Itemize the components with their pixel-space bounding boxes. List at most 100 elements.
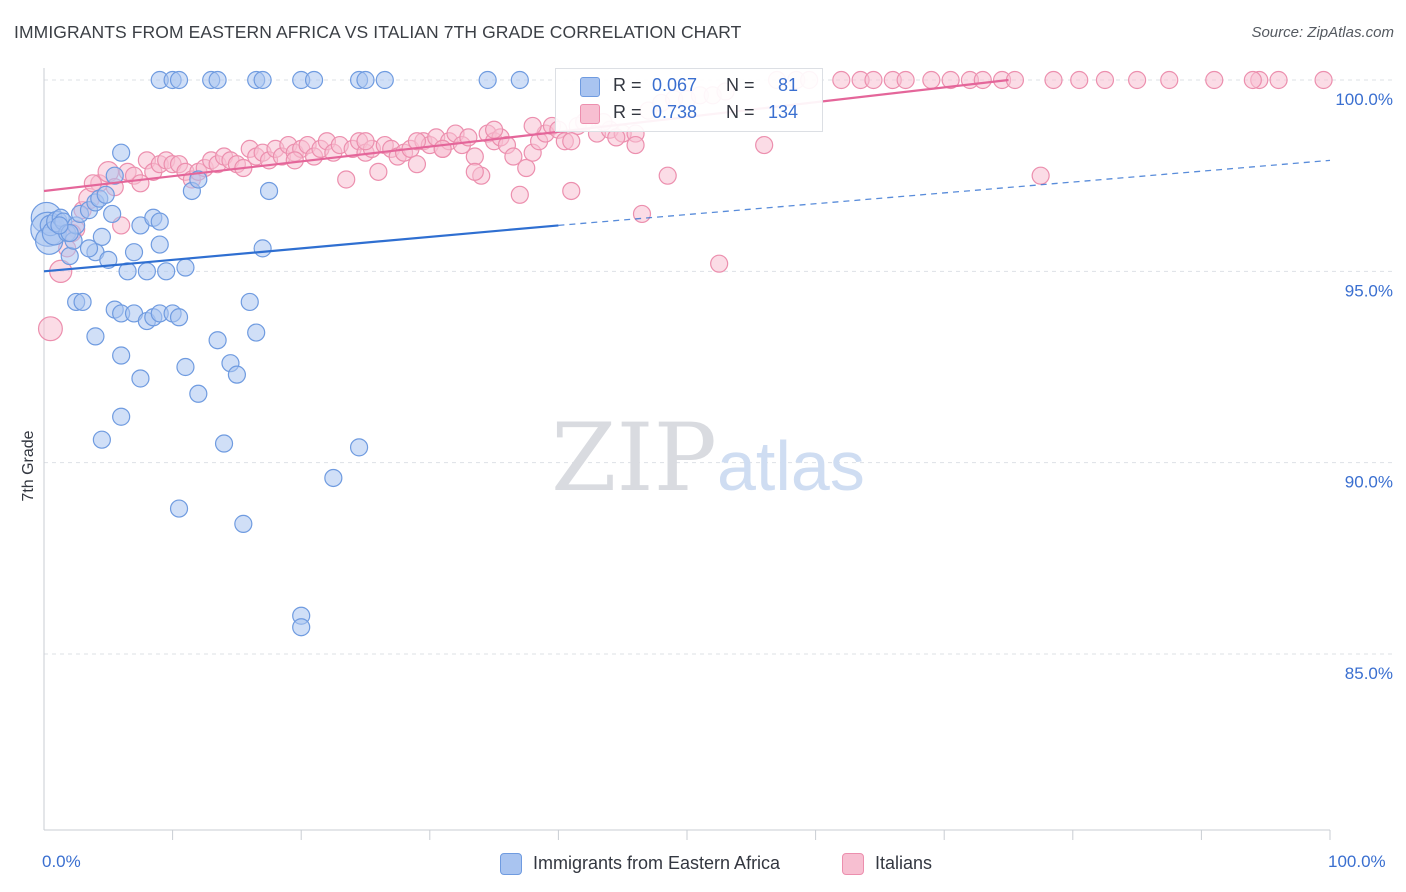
point-italians bbox=[369, 162, 388, 181]
trend-line-eastern-africa bbox=[43, 224, 559, 273]
point-italians bbox=[1044, 70, 1063, 90]
point-eastern-africa bbox=[112, 407, 131, 426]
point-italians bbox=[562, 132, 581, 151]
point-eastern-africa bbox=[103, 204, 122, 224]
point-eastern-africa bbox=[73, 292, 92, 312]
point-eastern-africa bbox=[510, 70, 529, 90]
point-eastern-africa bbox=[169, 308, 189, 327]
legend-label: Italians bbox=[875, 853, 933, 873]
stats-row-blue: R = 0.067 N = 81 bbox=[556, 74, 822, 100]
point-eastern-africa bbox=[176, 258, 195, 277]
watermark: ZIP atlas bbox=[551, 404, 865, 513]
y-tick-labels: 85.0% 90.0% 95.0% 100.0% bbox=[1335, 90, 1393, 683]
point-italians bbox=[1314, 70, 1333, 90]
stats-legend: R = 0.067 N = 81 R = 0.738 N = 134 bbox=[555, 68, 823, 132]
point-eastern-africa bbox=[247, 323, 266, 342]
point-eastern-africa bbox=[375, 70, 394, 90]
n-label: N = bbox=[726, 102, 755, 122]
point-eastern-africa bbox=[150, 212, 169, 231]
x-tick-label-min: 0.0% bbox=[42, 852, 81, 871]
point-italians bbox=[1205, 70, 1224, 90]
point-eastern-africa bbox=[208, 331, 227, 350]
point-eastern-africa bbox=[234, 514, 253, 533]
point-eastern-africa bbox=[124, 243, 144, 262]
point-italians bbox=[433, 139, 452, 158]
point-italians bbox=[658, 166, 677, 185]
point-eastern-africa bbox=[253, 70, 272, 90]
trend-line-eastern-africa-projection bbox=[558, 159, 1331, 227]
point-eastern-africa bbox=[96, 185, 115, 204]
y-tick-label: 100.0% bbox=[1335, 90, 1393, 109]
point-eastern-africa bbox=[356, 70, 375, 90]
point-italians bbox=[337, 170, 356, 189]
legend-label: Immigrants from Eastern Africa bbox=[533, 853, 781, 873]
y-tick-label: 85.0% bbox=[1345, 664, 1393, 683]
point-eastern-africa bbox=[240, 292, 259, 312]
point-italians bbox=[755, 135, 774, 155]
point-italians bbox=[973, 70, 992, 90]
chart-title: IMMIGRANTS FROM EASTERN AFRICA VS ITALIA… bbox=[14, 22, 742, 42]
point-italians bbox=[37, 316, 63, 342]
blue-swatch bbox=[580, 77, 600, 97]
point-eastern-africa bbox=[253, 239, 272, 258]
trend-lines bbox=[43, 78, 1331, 273]
point-italians bbox=[356, 132, 375, 151]
n-value: 134 bbox=[768, 102, 799, 122]
point-italians bbox=[485, 120, 504, 139]
y-tick-label: 95.0% bbox=[1345, 281, 1393, 300]
point-eastern-africa bbox=[92, 227, 111, 246]
pink-swatch bbox=[580, 104, 600, 124]
point-eastern-africa bbox=[105, 166, 124, 185]
stats-row-pink: R = 0.738 N = 134 bbox=[556, 101, 822, 127]
point-eastern-africa bbox=[176, 357, 195, 377]
point-italians bbox=[465, 162, 484, 181]
point-italians bbox=[1160, 70, 1179, 90]
watermark-atlas: atlas bbox=[717, 427, 865, 505]
point-eastern-africa bbox=[157, 262, 176, 281]
point-eastern-africa bbox=[189, 170, 208, 189]
point-italians bbox=[626, 135, 645, 155]
point-eastern-africa bbox=[50, 216, 69, 235]
point-italians bbox=[922, 70, 941, 90]
source-label: Source: ZipAtlas.com bbox=[1251, 24, 1394, 41]
point-eastern-africa bbox=[60, 246, 79, 266]
blue-swatch bbox=[500, 853, 522, 875]
point-italians bbox=[864, 70, 883, 90]
r-label: R = bbox=[613, 102, 642, 122]
point-italians bbox=[523, 116, 542, 136]
axes bbox=[43, 68, 1331, 840]
point-italians bbox=[504, 147, 523, 166]
point-eastern-africa bbox=[304, 70, 324, 90]
x-tick-label-max: 100.0% bbox=[1328, 852, 1386, 871]
data-points bbox=[30, 70, 1333, 637]
point-eastern-africa bbox=[150, 235, 169, 254]
point-italians bbox=[1031, 166, 1050, 185]
point-eastern-africa bbox=[227, 365, 246, 384]
pink-swatch bbox=[842, 853, 864, 875]
point-eastern-africa bbox=[478, 70, 497, 90]
point-italians bbox=[710, 254, 729, 273]
r-label: R = bbox=[613, 75, 642, 95]
point-italians bbox=[1243, 70, 1262, 90]
point-eastern-africa bbox=[131, 369, 150, 388]
point-eastern-africa bbox=[99, 250, 118, 269]
point-eastern-africa bbox=[349, 438, 369, 457]
series-legend: Immigrants from Eastern Africa Italians bbox=[0, 850, 1406, 878]
n-label: N = bbox=[726, 75, 755, 95]
point-italians bbox=[896, 70, 915, 90]
point-eastern-africa bbox=[92, 430, 111, 449]
point-eastern-africa bbox=[208, 70, 227, 90]
point-italians bbox=[510, 185, 529, 204]
point-eastern-africa bbox=[324, 468, 343, 488]
point-italians bbox=[517, 158, 536, 178]
point-italians bbox=[1269, 70, 1288, 90]
point-italians bbox=[407, 132, 427, 151]
point-italians bbox=[1127, 70, 1147, 90]
point-italians bbox=[832, 70, 851, 90]
point-eastern-africa bbox=[79, 239, 99, 258]
point-eastern-africa bbox=[292, 618, 311, 637]
point-italians bbox=[1070, 70, 1089, 90]
point-eastern-africa bbox=[259, 181, 279, 201]
point-italians bbox=[562, 181, 581, 201]
